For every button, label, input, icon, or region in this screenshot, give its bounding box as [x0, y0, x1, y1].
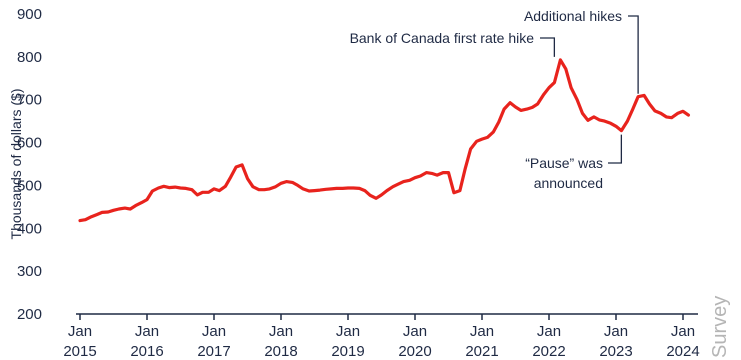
annotation-pause-line1: “Pause” was — [525, 155, 603, 171]
x-tick-year: 2016 — [130, 343, 163, 360]
x-tick-year: 2022 — [532, 343, 565, 360]
y-tick-label: 800 — [17, 49, 42, 66]
x-axis-ticks: Jan 2015 Jan 2016 Jan 2017 Jan 2018 Jan 2019 Jan 20… — [63, 314, 700, 360]
y-tick-label: 900 — [17, 6, 42, 23]
x-tick-month: Jan — [671, 323, 695, 340]
x-tick-month: Jan — [336, 323, 360, 340]
x-tick-year: 2018 — [264, 343, 297, 360]
series-line — [78, 58, 690, 223]
annotation-additional-hikes: Additional hikes — [524, 8, 622, 24]
y-tick-label: 400 — [17, 220, 42, 237]
y-tick-label: 600 — [17, 135, 42, 152]
annotation-leader — [628, 15, 639, 94]
x-tick-month: Jan — [135, 323, 159, 340]
x-tick-year: 2019 — [331, 343, 364, 360]
x-tick-month: Jan — [403, 323, 427, 340]
x-tick-month: Jan — [202, 323, 226, 340]
annotation-leader — [608, 134, 623, 164]
annotation-labels: Bank of Canada first rate hike Additional… — [350, 8, 622, 191]
y-tick-label: 500 — [17, 177, 42, 194]
x-tick-month: Jan — [68, 323, 92, 340]
x-tick-year: 2023 — [599, 343, 632, 360]
x-tick-year: 2024 — [666, 343, 699, 360]
y-axis-ticks: 200 300 400 500 600 700 800 900 — [17, 6, 42, 323]
y-axis-title: Thousands of dollars ($) — [8, 89, 24, 240]
x-tick-month: Jan — [470, 323, 494, 340]
x-tick-year: 2017 — [197, 343, 230, 360]
watermark-text: Survey — [709, 296, 731, 358]
y-tick-label: 700 — [17, 92, 42, 109]
x-tick-year: 2020 — [398, 343, 431, 360]
annotation-pause-line2: announced — [534, 175, 603, 191]
x-tick-year: 2021 — [465, 343, 498, 360]
x-tick-month: Jan — [537, 323, 561, 340]
annotation-leader — [540, 37, 556, 57]
annotation-leaders — [540, 15, 639, 164]
x-tick-year: 2015 — [63, 343, 96, 360]
annotation-first-hike: Bank of Canada first rate hike — [350, 30, 535, 46]
x-tick-month: Jan — [604, 323, 628, 340]
x-tick-month: Jan — [269, 323, 293, 340]
y-tick-label: 300 — [17, 263, 42, 280]
y-tick-label: 200 — [17, 306, 42, 323]
